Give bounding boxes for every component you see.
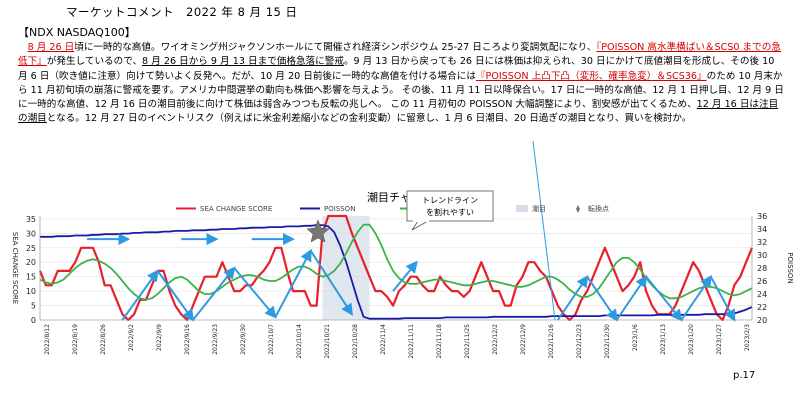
y-left-axis-title: SEA CHANGE SCORE: [11, 232, 19, 304]
x-tick-label: 2022/10/7: [268, 324, 275, 355]
x-tick-label: 2022/9/16: [184, 324, 191, 355]
x-tick-label: 2023/1/6: [632, 324, 639, 351]
x-tick-label: 2022/12/2: [492, 324, 499, 355]
comment-segment: 『POISSON 上凸下凸（変形、確率急変）＆SCS36』: [475, 70, 707, 82]
legend-swatch: [576, 205, 580, 213]
series-line-2: [39, 223, 753, 301]
legend-swatch: [516, 205, 528, 212]
trend-arrow: [556, 275, 589, 321]
y-right-tick-label: 34: [757, 225, 767, 234]
y-right-tick-label: 30: [757, 251, 767, 260]
x-tick-label: 2022/11/25: [464, 324, 471, 359]
y-left-tick-label: 35: [26, 215, 36, 224]
trend-arrow: [586, 276, 618, 322]
x-tick-label: 2022/10/21: [324, 324, 331, 359]
y-right-axis-title: POISSON: [786, 252, 794, 283]
trend-arrow: [156, 270, 195, 322]
trend-arrow: [121, 269, 159, 321]
x-tick-label: 2022/8/26: [100, 324, 107, 355]
page-number: p.17: [733, 370, 756, 381]
legend-label: POISSON: [324, 205, 355, 213]
y-right-tick-label: 24: [757, 290, 767, 299]
trend-arrow: [680, 275, 712, 321]
comment-segment: 12 月 16 日は注目の潮目: [18, 99, 779, 125]
x-tick-label: 2022/12/23: [576, 324, 583, 359]
trend-arrow: [274, 248, 312, 318]
turning-point-marker: [306, 219, 330, 243]
x-tick-label: 2022/11/4: [380, 324, 387, 355]
market-comment: 8 月 26 日頃に一時的な高値。ワイオミング州ジャクソンホールにて開催され経済…: [18, 41, 786, 127]
y-right-tick-label: 32: [757, 238, 767, 247]
x-tick-label: 2022/11/11: [408, 324, 415, 359]
y-right-tick-label: 28: [757, 264, 767, 273]
series-line-1: [40, 224, 753, 320]
legend-label: 転換点: [588, 204, 609, 213]
callout-pointer: [532, 140, 556, 321]
y-right-tick-label: 20: [757, 316, 767, 325]
y-left-tick-label: 15: [26, 273, 36, 282]
legend-label: SEA CHANGE SCORE: [200, 205, 272, 213]
x-tick-label: 2022/9/30: [240, 324, 247, 355]
y-right-tick-label: 36: [757, 212, 767, 221]
trend-arrow: [233, 267, 277, 319]
legend-label: 潮目: [532, 204, 546, 213]
trend-arrow: [615, 275, 648, 321]
ticker-label: 【NDX NASDAQ100】: [18, 26, 136, 39]
comment-segment: となる。12 月 27 日のイベントリスク（例えばに米金利差縮小などの金利変動）…: [46, 113, 692, 125]
comment-segment: 8 月 26 日から 9 月 13 日まで価格急落に警戒: [142, 56, 344, 68]
trend-arrow: [392, 260, 418, 292]
callout-line-2: を割れやすい: [426, 207, 474, 217]
y-left-tick-label: 25: [26, 244, 36, 253]
trend-arrow: [645, 276, 683, 322]
comment-segment: 頃に一時的な高値。ワイオミング州ジャクソンホールにて開催され経済シンポジウム 2…: [74, 42, 597, 53]
x-tick-label: 2022/11/18: [436, 324, 443, 359]
x-tick-label: 2022/10/14: [296, 324, 303, 359]
x-tick-label: 2022/12/30: [604, 324, 611, 359]
x-tick-label: 2023/1/13: [660, 324, 667, 355]
page-title: マーケットコメント 2022 年 8 月 15 日: [66, 5, 298, 19]
comment-segment: が発生しているので、: [46, 56, 143, 68]
x-tick-label: 2022/12/9: [520, 324, 527, 355]
y-left-tick-label: 10: [26, 287, 36, 296]
x-tick-label: 2022/12/16: [548, 324, 555, 359]
x-tick-label: 2022/9/2: [128, 324, 135, 351]
y-left-tick-label: 0: [31, 316, 36, 325]
y-left-tick-label: 5: [31, 302, 36, 311]
y-left-tick-label: 20: [26, 258, 36, 267]
trend-arrow: [192, 266, 236, 321]
x-tick-label: 2022/8/19: [72, 324, 79, 355]
callout-line-1: トレンドライン: [422, 196, 478, 205]
x-tick-label: 2022/10/28: [352, 324, 359, 359]
comment-segment: 『POISSON 高水準横ばい＆SCS0 までの急低下』: [18, 42, 781, 68]
x-tick-label: 2022/8/12: [44, 324, 51, 355]
trend-arrow: [709, 276, 736, 322]
y-right-tick-label: 26: [757, 277, 767, 286]
comment-segment: のため 10 月末から 11 月初旬頃の崩落に警戒を要す。アメリカ中間選挙の動向…: [18, 70, 784, 111]
x-tick-label: 2022/9/23: [212, 324, 219, 355]
y-right-tick-label: 22: [757, 303, 767, 312]
trendline-callout: トレンドライン を割れやすい: [406, 190, 494, 231]
y-left-tick-label: 30: [26, 229, 36, 238]
x-tick-label: 2022/9/9: [156, 324, 163, 351]
comment-segment: 8 月 26 日: [27, 42, 75, 53]
x-tick-label: 2023/1/20: [688, 324, 695, 355]
trend-arrow: [309, 250, 353, 316]
comment-segment: 。9 月 13 日から戻っても 26 日には株価は抑えられ、30 日にかけて底値…: [18, 56, 775, 82]
x-tick-label: 2023/1/27: [716, 324, 723, 355]
x-tick-label: 2023/2/3: [744, 324, 751, 351]
